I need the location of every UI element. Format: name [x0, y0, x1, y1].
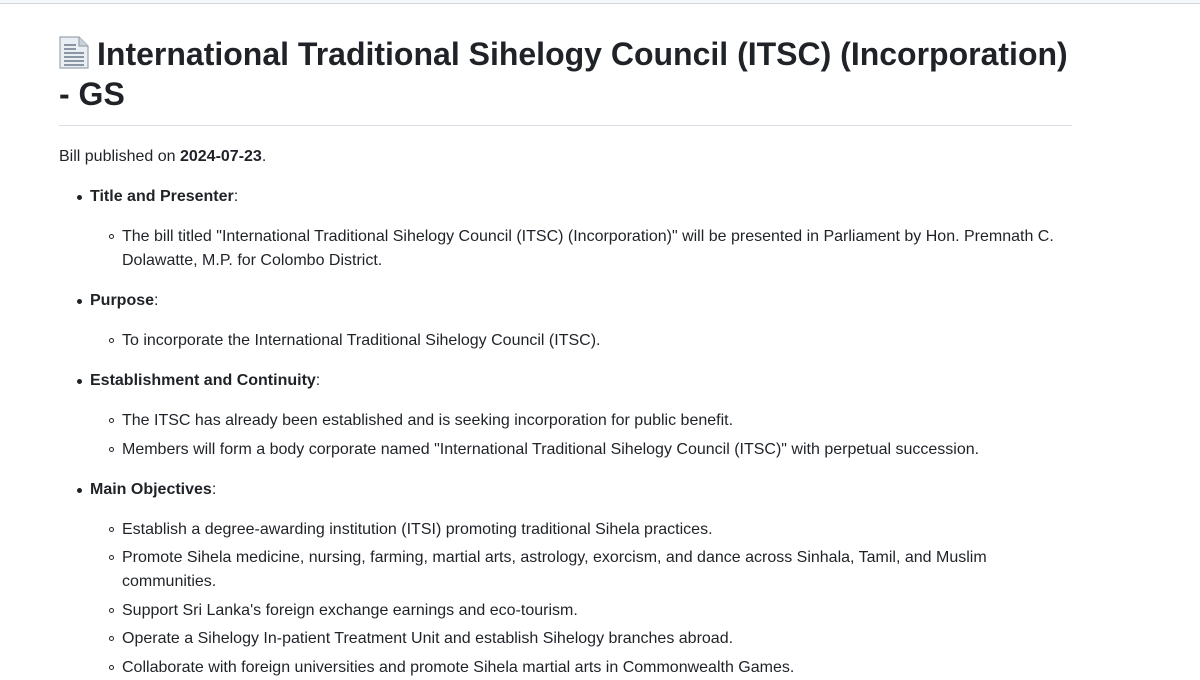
list-item: The bill titled "International Tradition… [109, 225, 1072, 273]
list-item: Establish a degree-awarding institution … [109, 518, 1072, 542]
bill-summary-list: Title and Presenter: The bill titled "In… [59, 185, 1072, 680]
published-suffix: . [261, 148, 267, 165]
section-label: Main Objectives [90, 480, 212, 498]
list-item: Members will form a body corporate named… [109, 438, 1072, 462]
page-title: International Traditional Sihelogy Counc… [59, 34, 1072, 126]
section-items: The ITSC has already been established an… [90, 409, 1072, 462]
page-title-text: International Traditional Sihelogy Counc… [59, 36, 1068, 112]
section-label: Purpose [90, 292, 155, 309]
section-title-and-presenter: Title and Presenter: The bill titled "In… [77, 185, 1072, 273]
published-date: 2024-07-23 [179, 148, 262, 165]
section-purpose: Purpose: To incorporate the Internationa… [77, 289, 1072, 353]
top-border-bar [0, 0, 1200, 4]
list-item: Collaborate with foreign universities an… [109, 656, 1072, 680]
section-items: Establish a degree-awarding institution … [90, 518, 1072, 680]
list-item: The ITSC has already been established an… [109, 409, 1072, 433]
section-items: To incorporate the International Traditi… [90, 329, 1072, 353]
section-label: Title and Presenter [90, 188, 234, 205]
list-item: Support Sri Lanka's foreign exchange ear… [109, 599, 1072, 623]
section-main-objectives: Main Objectives: Establish a degree-awar… [77, 478, 1072, 680]
published-prefix: Bill published on [59, 148, 180, 165]
document-content: International Traditional Sihelogy Counc… [59, 34, 1072, 680]
page-facing-up-icon [59, 36, 89, 69]
list-item: Operate a Sihelogy In-patient Treatment … [109, 627, 1072, 651]
section-label: Establishment and Continuity [90, 372, 316, 389]
list-item: To incorporate the International Traditi… [109, 329, 1072, 353]
section-establishment-and-continuity: Establishment and Continuity: The ITSC h… [77, 369, 1072, 462]
list-item: Promote Sihela medicine, nursing, farmin… [109, 546, 1072, 594]
section-items: The bill titled "International Tradition… [90, 225, 1072, 273]
published-line: Bill published on 2024-07-23. [59, 145, 1072, 169]
